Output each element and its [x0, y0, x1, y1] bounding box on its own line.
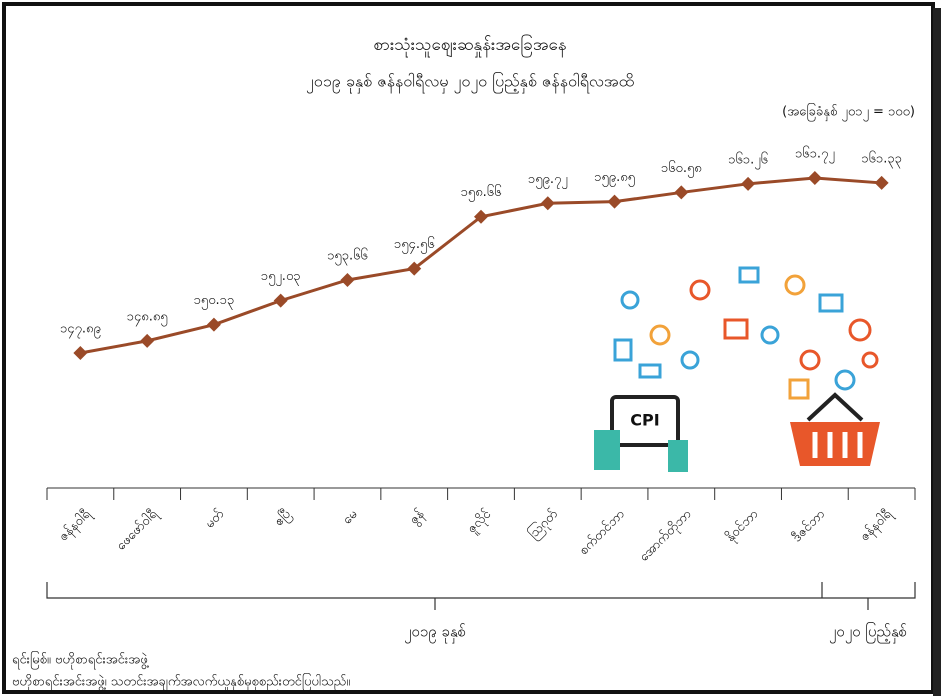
illustration-label: CPI	[630, 411, 659, 430]
chart-title: စားသုံးသူဈေးဆနှုန်းအခြေအနေ	[373, 33, 566, 58]
data-label: ၁၄၇.၈၉	[60, 322, 101, 339]
marker	[741, 176, 756, 191]
data-label: ၁၅၉.၈၅	[594, 170, 635, 187]
base-note: (အခြေခံနှစ် ၂၀၁၂ = ၁၀၀)	[782, 103, 915, 122]
data-label: ၁၆၀.၅၈	[661, 160, 702, 178]
marker	[807, 171, 822, 185]
data-label: ၁၅၄.၅၆	[394, 236, 435, 254]
marker	[607, 194, 622, 209]
data-label: ၁၆၁.၂၆	[728, 151, 768, 169]
group-label: ၂၀၁၉ ခုနှစ်	[404, 623, 466, 644]
marker	[206, 317, 221, 332]
marker	[540, 196, 555, 211]
source-note: ဗဟိုစာရင်းအင်းအဖွဲ့၊ သတင်းအချက်အလက်ယူနှစ…	[12, 673, 350, 692]
frame-shadow	[933, 8, 941, 696]
group-label: ၂၀၂၀ ပြည့်နှစ်	[829, 622, 907, 644]
data-label: ၁၆၁.၇၂	[795, 146, 835, 164]
illustration: CPI	[594, 266, 880, 472]
marker	[273, 293, 288, 308]
chart-subtitle: ၂၀၁၉ ခုနှစ် ဇန်နဝါရီလမှ ၂၀၂၀ ပြည့်နှစ် ဇ…	[306, 72, 635, 94]
data-label: ၁၅၃.၆၆	[327, 247, 368, 265]
marker	[874, 175, 889, 190]
marker	[674, 185, 689, 200]
data-label: ၁၄၈.၈၅	[127, 309, 168, 326]
marker	[73, 346, 88, 360]
frame	[2, 2, 935, 694]
marker	[340, 272, 355, 287]
marker	[474, 209, 488, 224]
marker	[140, 333, 155, 348]
data-label: ၁၅၂.၀၃	[261, 269, 301, 286]
source-note: ရင်းမြစ်။ ဗဟိုစာရင်းအင်းအဖွဲ့	[12, 651, 149, 670]
data-label: ၁၆၁.၃၃	[861, 150, 902, 168]
data-label: ၁၅၈.၆၆	[461, 184, 502, 202]
data-label: ၁၅၀.၁၃	[194, 293, 235, 310]
data-label: ၁၅၉.၇၂	[528, 172, 568, 189]
marker	[407, 261, 422, 276]
group-bracket	[46, 582, 916, 610]
